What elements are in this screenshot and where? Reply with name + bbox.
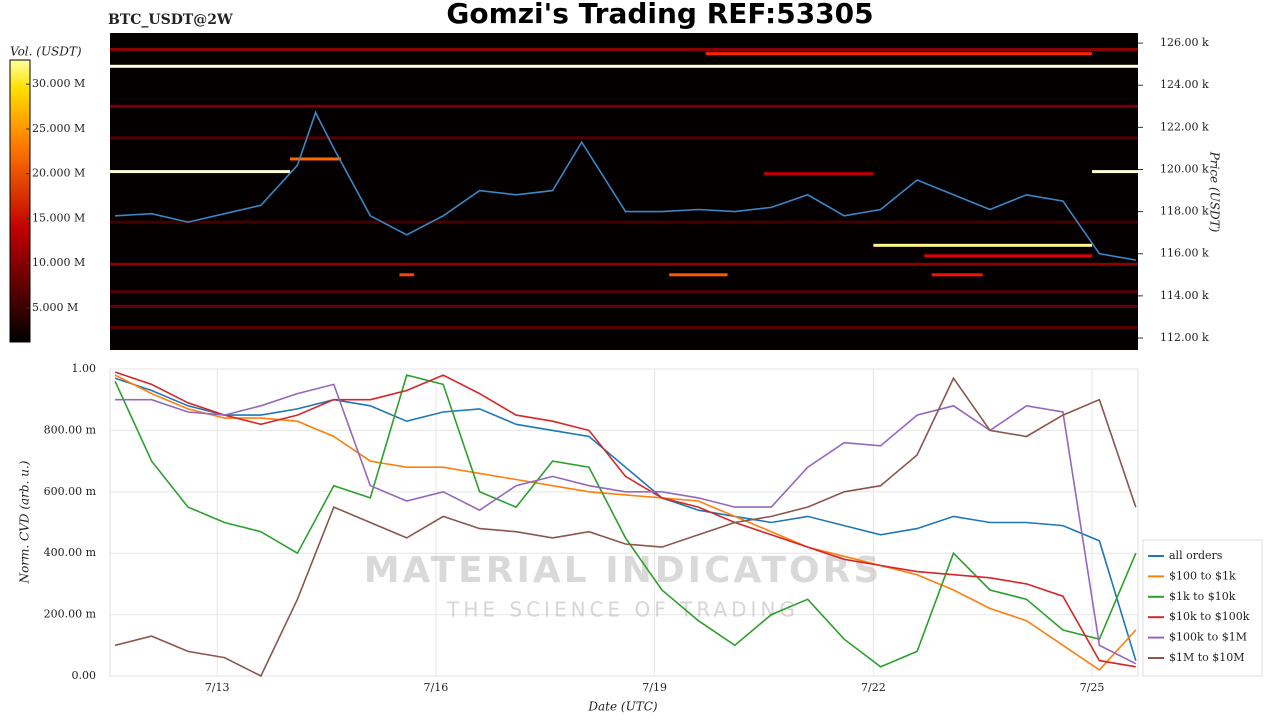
order-wall	[110, 170, 291, 174]
price-line	[115, 110, 1136, 261]
y-tick-label: 124.00 k	[1160, 78, 1209, 91]
y-axis-label: Price (USDT)	[1208, 151, 1222, 233]
x-tick-label: 7/25	[1080, 681, 1105, 694]
order-wall	[110, 104, 1138, 108]
x-tick-label: 7/19	[642, 681, 667, 694]
y-tick-label: 118.00 k	[1160, 205, 1209, 218]
order-wall	[110, 136, 1138, 140]
y-tick-label: 112.00 k	[1160, 331, 1209, 344]
order-wall	[931, 273, 983, 277]
legend-label: $100 to $1k	[1169, 569, 1236, 582]
y-tick-label: 1.00	[72, 362, 97, 375]
legend-label: $100k to $1M	[1169, 631, 1247, 644]
order-wall	[924, 254, 1093, 258]
symbol: BTC_USDT@2W	[108, 12, 233, 28]
order-wall	[1092, 170, 1138, 174]
x-tick-label: 7/22	[861, 681, 886, 694]
cvd-line	[114, 374, 1137, 671]
colorbar	[9, 59, 31, 343]
y-tick-label: 600.00 m	[44, 485, 97, 498]
colorbar-tick-label: 15.000 M	[32, 211, 85, 224]
cvd-line	[114, 374, 1137, 668]
colorbar-tick-label: 25.000 M	[32, 122, 85, 135]
y-tick-label: 0.00	[72, 669, 97, 682]
order-wall	[110, 325, 1138, 329]
watermark: MATERIAL INDICATORS	[364, 550, 883, 591]
x-axis-label: Date (UTC)	[587, 700, 657, 714]
y-tick-label: 200.00 m	[44, 608, 97, 621]
order-wall	[873, 243, 1093, 247]
legend-label: $1k to $10k	[1169, 590, 1236, 603]
order-wall	[705, 52, 1093, 56]
y-tick-label: 400.00 m	[44, 546, 97, 559]
order-wall	[110, 47, 1138, 51]
order-wall	[110, 64, 1138, 68]
colorbar-tick-label: 5.000 M	[32, 301, 78, 314]
x-tick-label: 7/16	[424, 681, 449, 694]
colorbar-label: Vol. (USDT)	[10, 45, 82, 59]
cvd-line	[114, 376, 1137, 678]
order-wall	[110, 220, 1138, 224]
order-wall	[110, 262, 1138, 266]
order-wall	[110, 304, 1138, 308]
y-axis-label: Norm. CVD (arb. u.)	[18, 460, 32, 584]
order-wall	[290, 157, 342, 161]
y-tick-label: 116.00 k	[1160, 247, 1209, 260]
cvd-line	[114, 377, 1137, 661]
order-wall	[399, 273, 415, 277]
y-tick-label: 126.00 k	[1160, 36, 1209, 49]
order-wall	[763, 172, 874, 176]
y-tick-label: 122.00 k	[1160, 120, 1209, 133]
legend-label: $10k to $100k	[1169, 610, 1250, 623]
order-wall	[669, 273, 728, 277]
colorbar-tick-label: 20.000 M	[32, 167, 85, 180]
colorbar-tick-label: 30.000 M	[32, 77, 85, 90]
colorbar-tick-label: 10.000 M	[32, 256, 85, 269]
y-tick-label: 800.00 m	[44, 423, 97, 436]
watermark-sub: THE SCIENCE OF TRADING	[446, 598, 799, 622]
chart-title: Gomzi's Trading REF:53305	[446, 0, 873, 30]
cvd-line	[114, 371, 1136, 668]
legend-box	[1142, 539, 1263, 677]
cvd-line	[115, 383, 1137, 665]
legend-label: all orders	[1169, 549, 1223, 562]
x-tick-label: 7/13	[205, 681, 230, 694]
y-tick-label: 114.00 k	[1160, 289, 1209, 302]
order-wall	[110, 290, 1138, 294]
plot-background	[110, 33, 1138, 350]
legend-label: $1M to $10M	[1169, 651, 1245, 664]
y-tick-label: 120.00 k	[1160, 162, 1209, 175]
